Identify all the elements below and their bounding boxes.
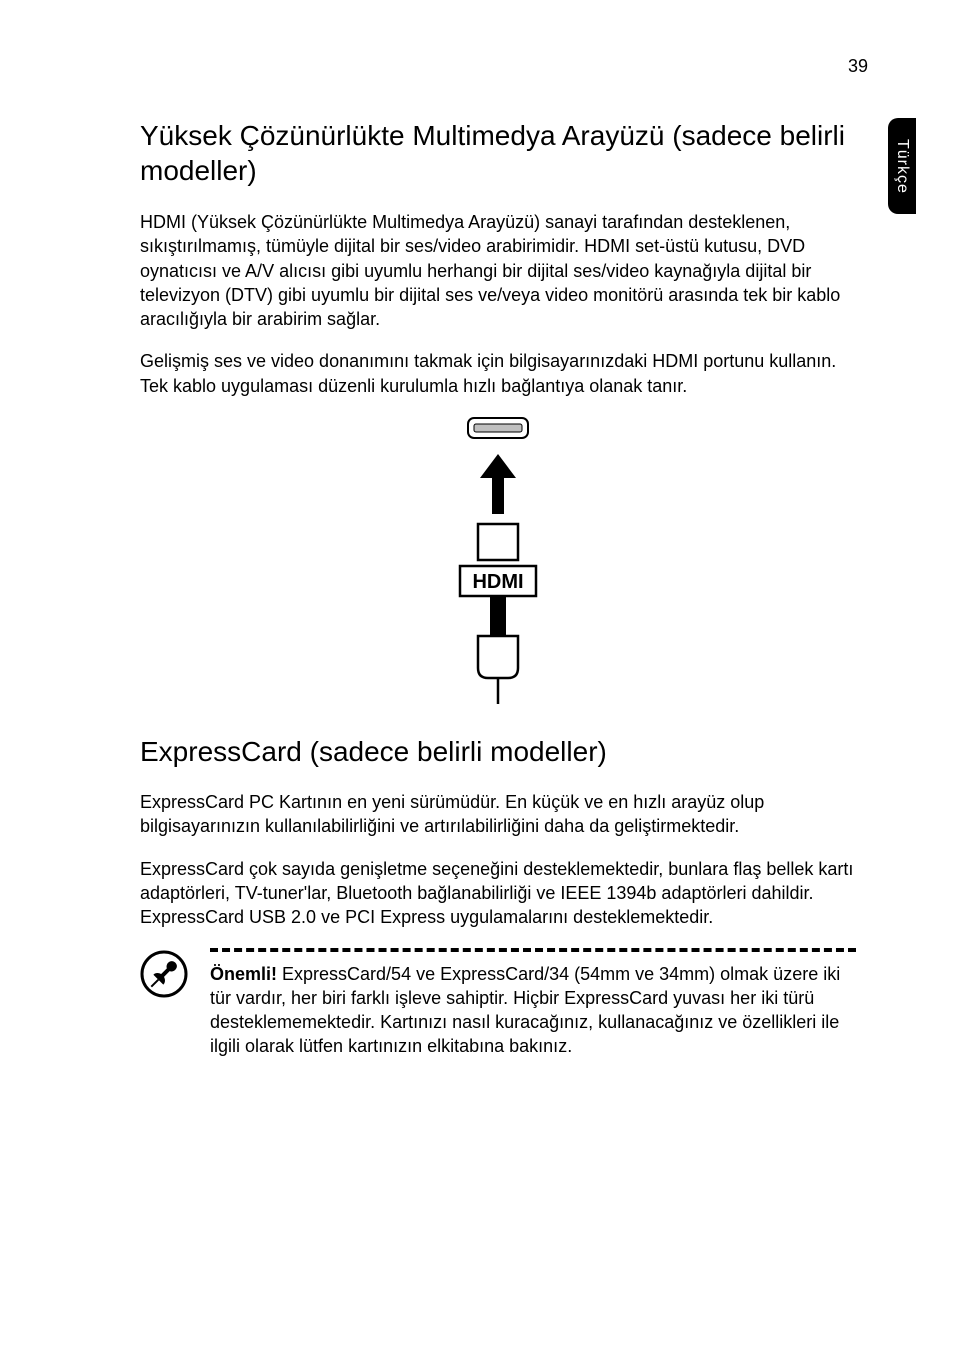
- note-label: Önemli!: [210, 964, 277, 984]
- section1-heading: Yüksek Çözünürlükte Multimedya Arayüzü (…: [140, 118, 856, 188]
- important-note: Önemli! ExpressCard/54 ve ExpressCard/34…: [140, 948, 856, 1059]
- note-divider: [210, 948, 856, 952]
- language-side-tab: Türkçe: [888, 118, 916, 214]
- note-text: Önemli! ExpressCard/54 ve ExpressCard/34…: [210, 962, 856, 1059]
- hdmi-figure-label: HDMI: [472, 571, 523, 593]
- section2-para2: ExpressCard çok sayıda genişletme seçene…: [140, 857, 856, 930]
- note-body: Önemli! ExpressCard/54 ve ExpressCard/34…: [210, 948, 856, 1059]
- page-number: 39: [848, 56, 868, 77]
- section1-para1: HDMI (Yüksek Çözünürlükte Multimedya Ara…: [140, 210, 856, 331]
- section1-para2: Gelişmiş ses ve video donanımını takmak …: [140, 349, 856, 398]
- section2-para1: ExpressCard PC Kartının en yeni sürümüdü…: [140, 790, 856, 839]
- note-text-content: ExpressCard/54 ve ExpressCard/34 (54mm v…: [210, 964, 840, 1057]
- note-icon-wrap: [140, 948, 210, 998]
- pin-icon: [140, 950, 188, 998]
- hdmi-connector-figure: HDMI: [438, 416, 558, 706]
- section2-heading: ExpressCard (sadece belirli modeller): [140, 736, 856, 768]
- page-content: Yüksek Çözünürlükte Multimedya Arayüzü (…: [140, 118, 856, 1059]
- language-side-tab-label: Türkçe: [893, 139, 911, 194]
